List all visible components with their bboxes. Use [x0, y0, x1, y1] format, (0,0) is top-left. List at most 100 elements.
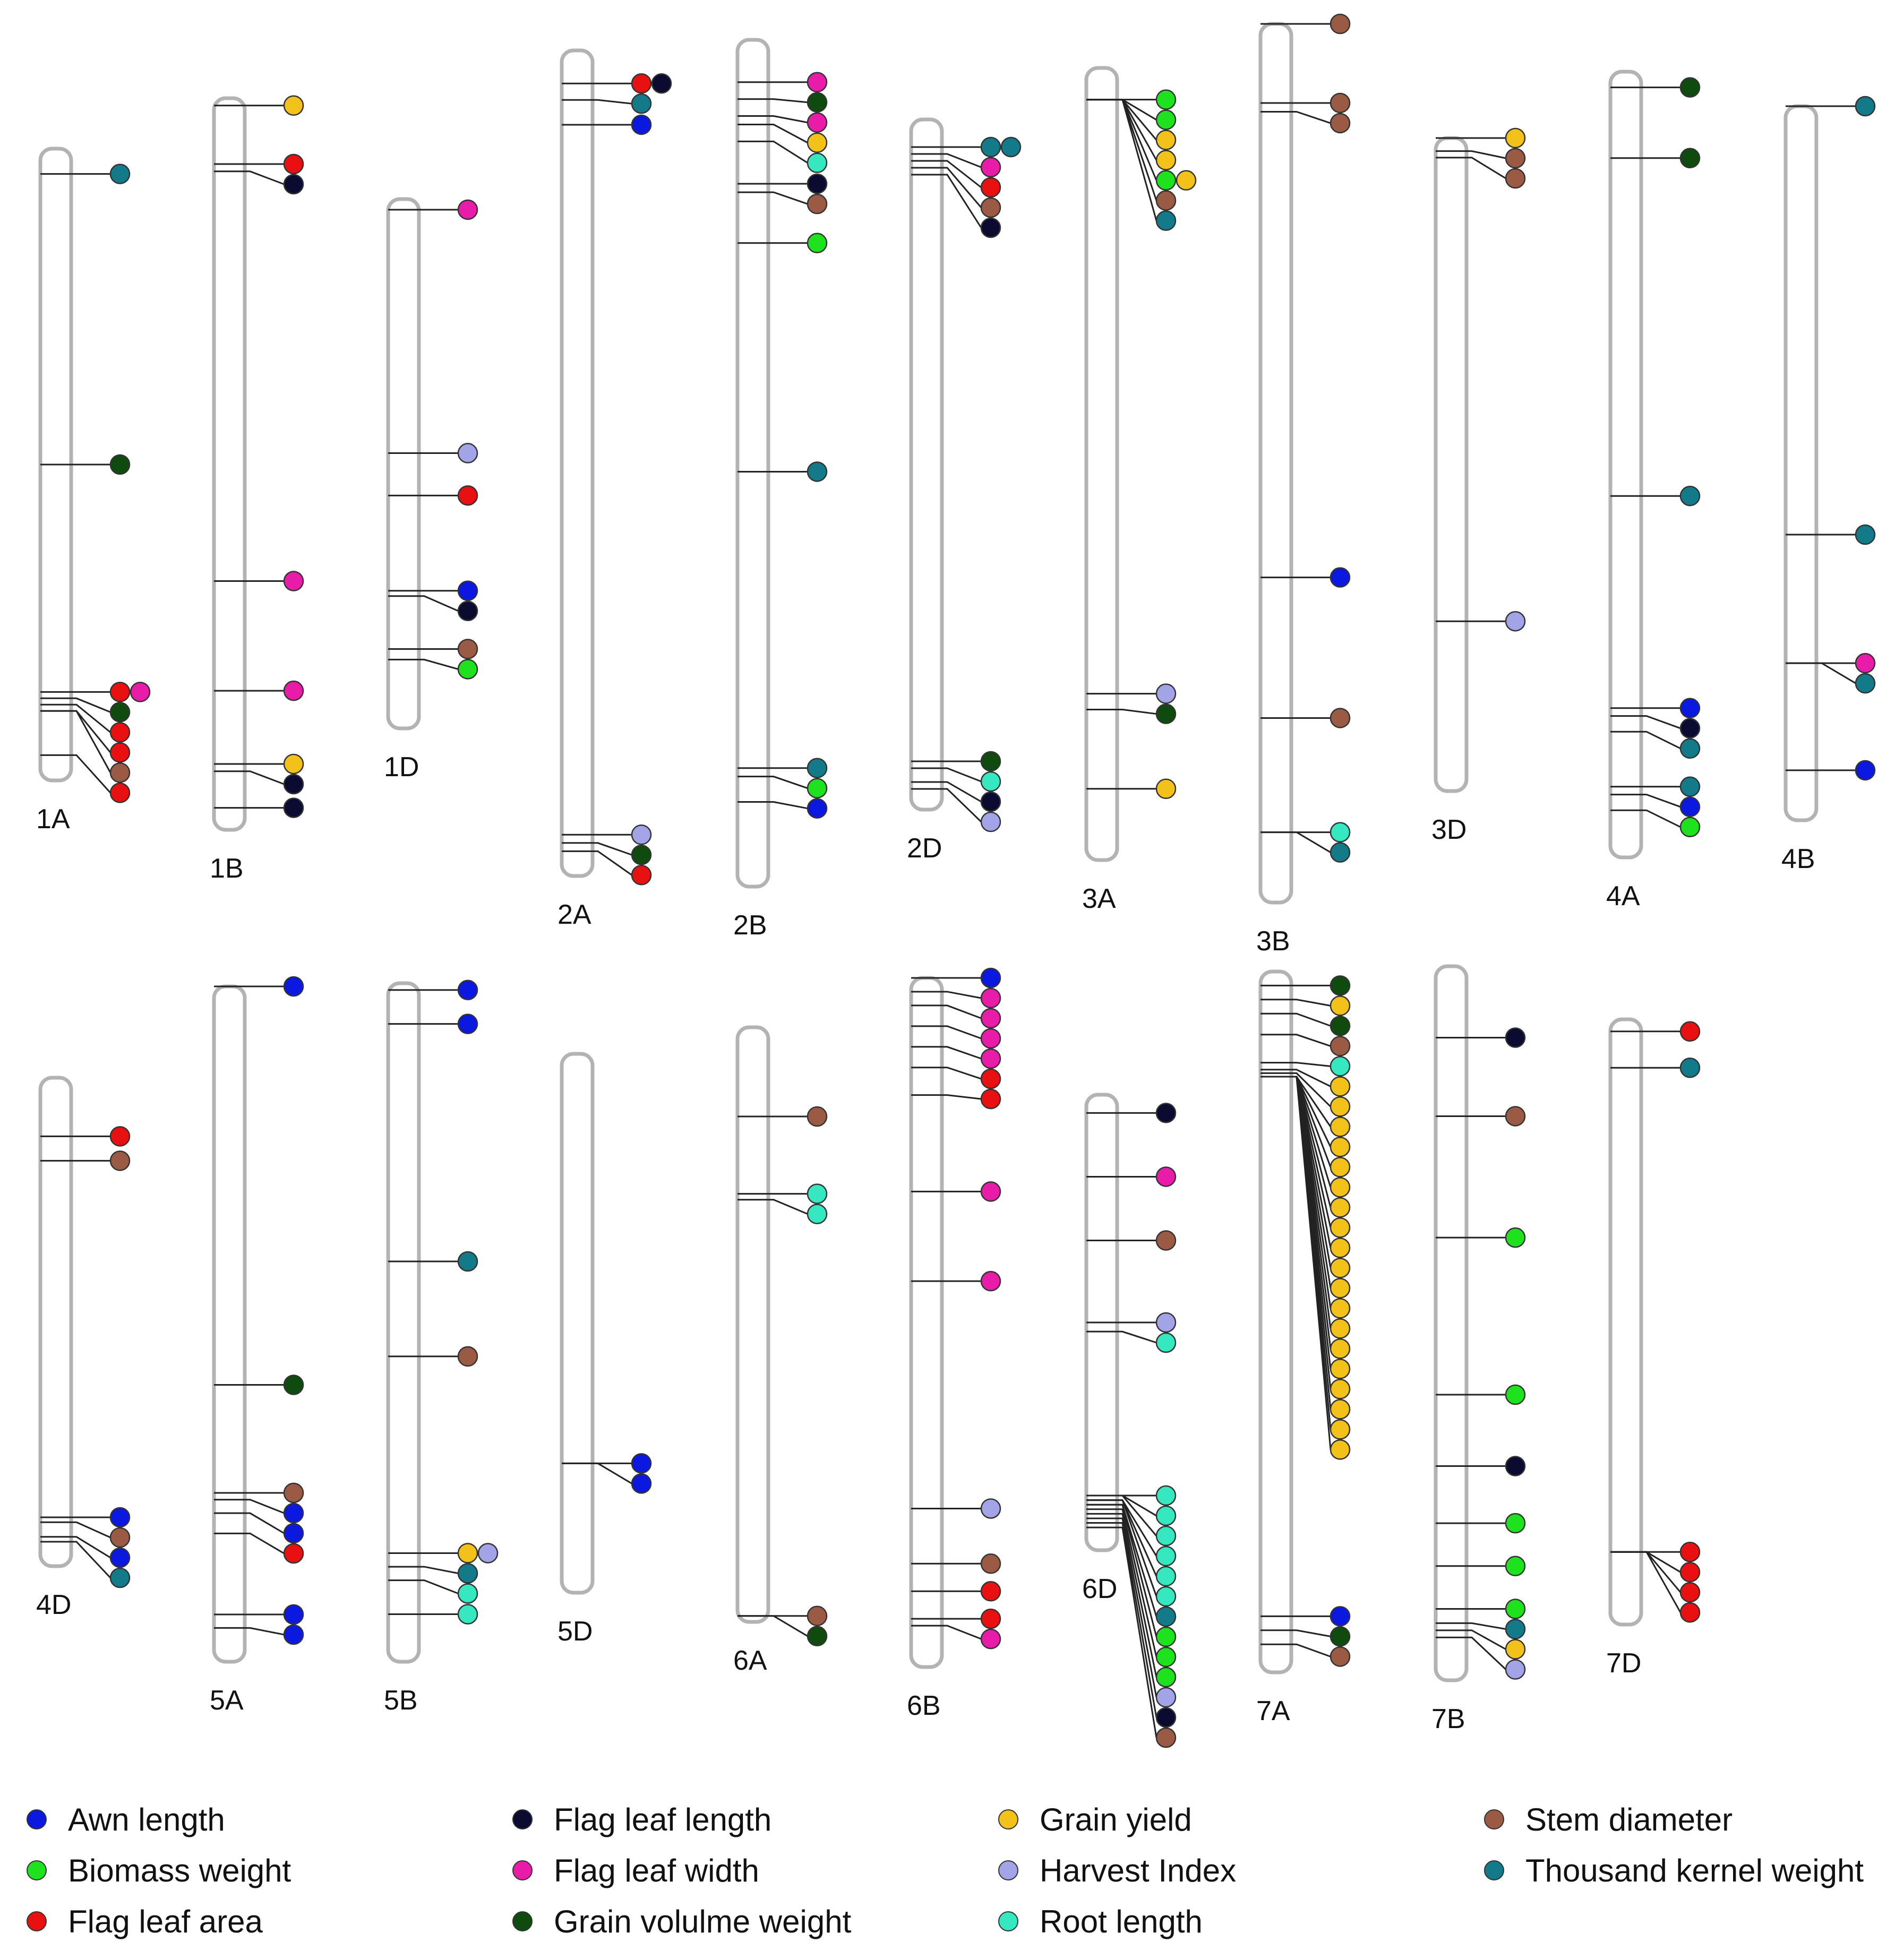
marker-rl: [1155, 1566, 1177, 1587]
chromosome-label: 2B: [733, 910, 767, 941]
marker-tkw: [1000, 136, 1022, 158]
marker-rl: [1155, 1485, 1177, 1506]
marker-awn: [1679, 698, 1701, 719]
marker-tkw: [1679, 776, 1701, 797]
chromosome-4d: 4D: [36, 1076, 131, 1620]
marker-tkw: [1855, 673, 1876, 694]
marker-fll: [457, 600, 478, 622]
chromosome-5b: 5B: [384, 980, 499, 1716]
legend-label: Stem diameter: [1525, 1801, 1733, 1837]
chromosome-label: 2A: [558, 899, 591, 930]
marker-fll: [1155, 1707, 1177, 1728]
marker-gvw: [1679, 148, 1701, 169]
marker-rl: [1155, 1545, 1177, 1567]
legend-swatch-flag-leaf-length: [512, 1809, 533, 1829]
chromosome-body: [1084, 66, 1119, 862]
marker-biomass: [1155, 1626, 1177, 1647]
marker-connector: [942, 788, 982, 823]
marker-sd: [1155, 1727, 1177, 1748]
chromosome-label: 2D: [907, 833, 942, 864]
marker-sd: [1505, 1106, 1526, 1127]
marker-fla: [1679, 1561, 1701, 1583]
legend-item-grain-volulme-weight: Grain volulme weight: [512, 1899, 851, 1944]
chromosome-body: [38, 1076, 73, 1568]
marker-hi: [980, 811, 1001, 832]
marker-connector: [768, 98, 808, 104]
marker-gy: [1330, 1177, 1351, 1198]
marker-connector: [1291, 1062, 1331, 1067]
marker-sd: [1330, 1036, 1351, 1056]
marker-connector: [768, 140, 808, 164]
marker-connector: [1291, 1629, 1331, 1637]
legend-swatch-flag-leaf-width: [512, 1860, 533, 1880]
marker-connector: [768, 1199, 808, 1215]
marker-hi: [631, 824, 652, 845]
marker-fla: [1679, 1582, 1701, 1603]
marker-fll: [980, 791, 1001, 812]
marker-fll: [980, 217, 1001, 238]
marker-gy: [1330, 1399, 1351, 1420]
marker-connector: [1117, 1508, 1157, 1657]
marker-fla: [980, 1580, 1001, 1602]
marker-biomass: [1505, 1384, 1526, 1405]
marker-connector: [1117, 1526, 1157, 1738]
marker-flw: [980, 1181, 1001, 1202]
marker-fll: [283, 797, 304, 818]
marker-connector: [1117, 1330, 1157, 1344]
marker-biomass: [1155, 109, 1177, 130]
marker-biomass: [457, 659, 478, 680]
marker-gy: [1330, 1238, 1351, 1258]
marker-tkw: [1855, 96, 1876, 117]
marker-connector: [1466, 1629, 1506, 1650]
marker-sd: [1330, 13, 1351, 35]
marker-connector: [245, 1512, 285, 1534]
marker-connector: [71, 703, 111, 733]
marker-connector: [1117, 1517, 1157, 1698]
marker-awn: [631, 114, 652, 135]
chromosome-label: 6B: [907, 1690, 941, 1721]
legend-label: Harvest Index: [1040, 1852, 1237, 1888]
legend-item-grain-yield: Grain yield: [998, 1797, 1192, 1842]
marker-flw: [980, 987, 1001, 1009]
marker-hi: [1155, 1312, 1177, 1333]
marker-gvw: [980, 751, 1001, 772]
marker-awn: [1855, 760, 1876, 781]
marker-tkw: [1679, 1057, 1701, 1078]
marker-flw: [807, 112, 828, 133]
chromosome-1d: 1D: [384, 197, 478, 783]
chromosome-label: 1A: [36, 804, 70, 835]
marker-fla: [1679, 1541, 1701, 1562]
marker-connector: [71, 1541, 112, 1579]
chromosome-label: 3A: [1082, 883, 1116, 914]
marker-fla: [109, 742, 131, 763]
marker-connector: [768, 801, 808, 810]
marker-gy: [1176, 170, 1197, 191]
chromosome-4a: 4A: [1606, 70, 1701, 912]
marker-connector: [71, 710, 112, 774]
marker-tkw: [631, 93, 652, 114]
marker-rl: [807, 1183, 828, 1204]
marker-hi: [1155, 1687, 1177, 1708]
chromosome-body: [1608, 70, 1643, 860]
legend-swatch-root-length: [998, 1911, 1018, 1931]
marker-connector: [1641, 1551, 1682, 1613]
marker-gvw: [109, 454, 131, 475]
marker-connector: [1291, 831, 1331, 853]
marker-fla: [283, 153, 304, 175]
legend-item-stem-diameter: Stem diameter: [1484, 1797, 1733, 1842]
chromosome-label: 3D: [1431, 814, 1466, 845]
marker-flw: [980, 157, 1001, 178]
marker-connector: [1117, 1494, 1157, 1537]
chromosome-label: 7D: [1606, 1648, 1641, 1679]
marker-connector: [1466, 1636, 1507, 1670]
marker-connector: [942, 1046, 982, 1060]
marker-connector: [593, 99, 632, 105]
marker-gy: [1330, 1338, 1351, 1359]
legend-label: Grain volulme weight: [554, 1903, 852, 1939]
marker-connector: [1291, 1076, 1332, 1450]
marker-connector: [71, 1536, 111, 1559]
chromosome-label: 5A: [210, 1685, 244, 1716]
marker-fll: [807, 173, 828, 194]
marker-rl: [807, 1204, 828, 1224]
